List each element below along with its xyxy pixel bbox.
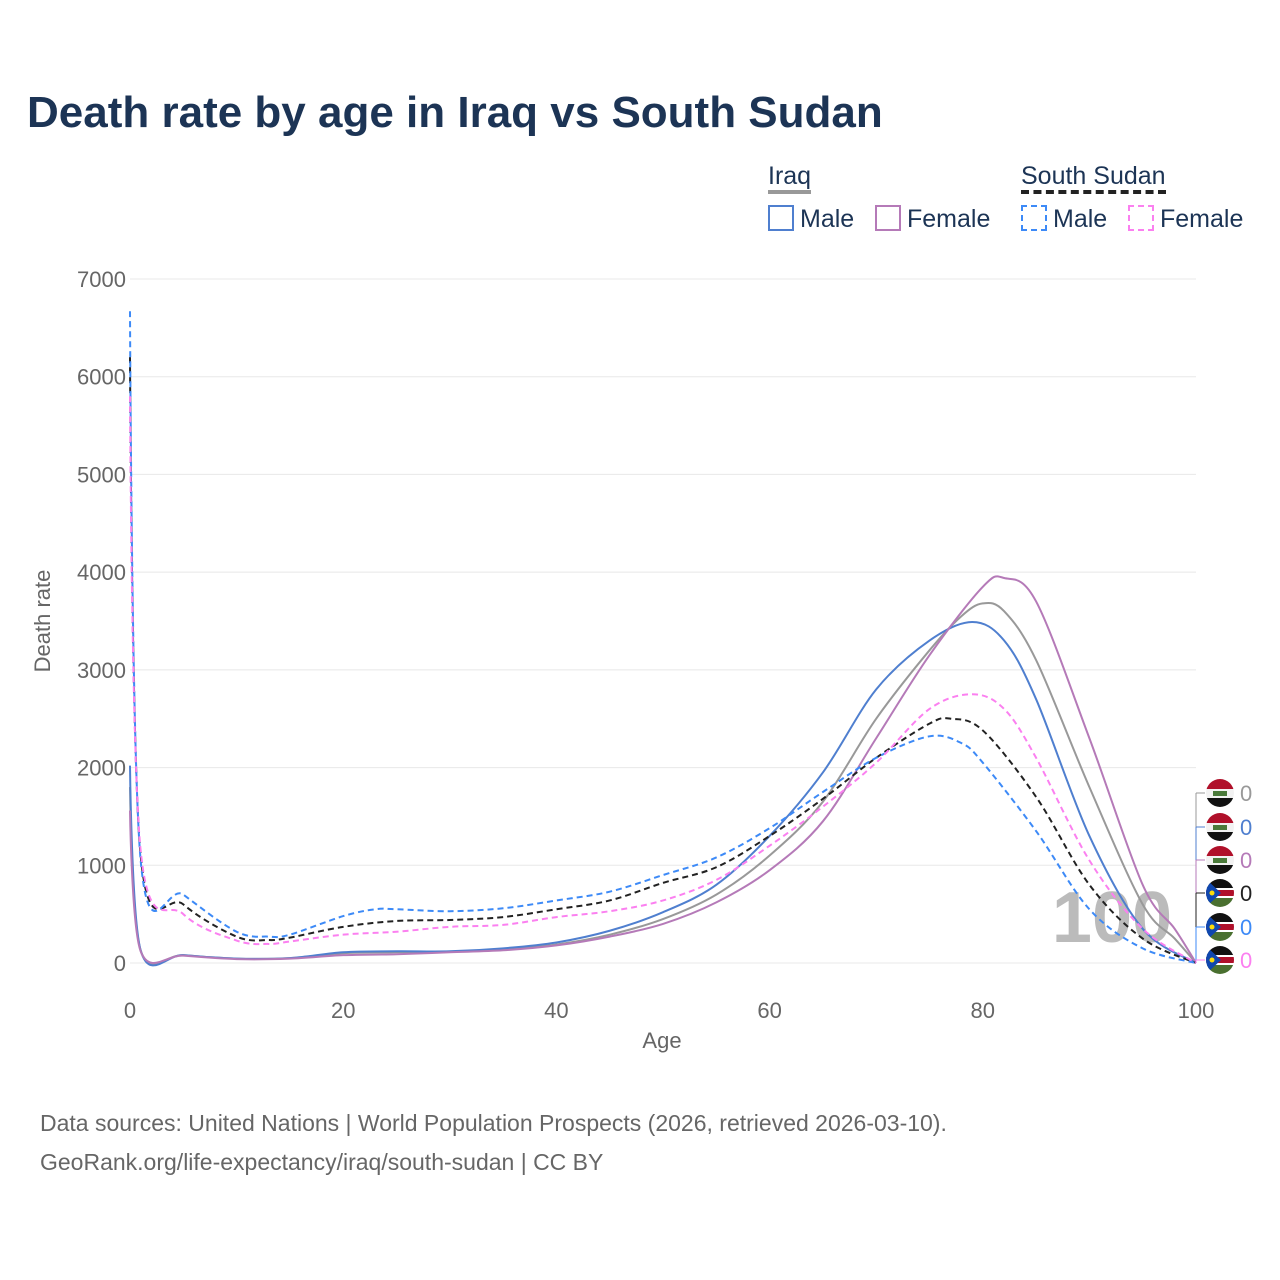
x-tick-label: 40	[544, 998, 568, 1023]
source-text: Data sources: United Nations | World Pop…	[40, 1110, 947, 1136]
x-tick-label: 0	[124, 998, 136, 1023]
legend-swatch	[875, 205, 901, 231]
south-sudan-flag-icon	[1206, 879, 1234, 907]
source-link[interactable]: GeoRank.org/life-expectancy/iraq/south-s…	[40, 1149, 604, 1175]
legend-label: Female	[1160, 205, 1244, 233]
legend-label: Male	[800, 205, 855, 233]
south-sudan-flag-icon	[1206, 946, 1234, 974]
series-line-south-sudan[interactable]	[129, 357, 1197, 964]
x-tick-label: 80	[971, 998, 995, 1023]
y-tick-label: 3000	[77, 658, 126, 683]
age-watermark: 100	[1052, 878, 1172, 958]
legend-label: Female	[907, 205, 991, 233]
iraq-flag-icon	[1206, 813, 1234, 841]
legend-swatch	[1128, 205, 1154, 231]
series-line-south-sudan-male[interactable]	[129, 311, 1197, 964]
legend-swatch	[1021, 205, 1047, 231]
series-line-iraq[interactable]	[129, 601, 1197, 965]
legend-label: Male	[1053, 205, 1108, 233]
legend-group-south-sudan: South Sudan	[1021, 162, 1166, 194]
y-tick-label: 7000	[77, 267, 126, 292]
legend-iraq-male[interactable]: Male	[768, 205, 854, 234]
series-line-iraq-female[interactable]	[129, 575, 1197, 964]
y-tick-label: 5000	[77, 462, 126, 487]
y-axis-label: Death rate	[30, 570, 55, 673]
y-tick-label: 4000	[77, 560, 126, 585]
end-value-label: 0	[1240, 781, 1252, 806]
end-value-label: 0	[1240, 815, 1252, 840]
iraq-flag-icon	[1206, 779, 1234, 807]
end-value-label: 0	[1240, 881, 1252, 906]
end-value-label: 0	[1240, 915, 1252, 940]
y-tick-label: 2000	[77, 756, 126, 781]
series-line-iraq-male[interactable]	[129, 620, 1197, 967]
end-value-label: 0	[1240, 848, 1252, 873]
legend-ss-male[interactable]: Male	[1021, 205, 1107, 234]
chart-title: Death rate by age in Iraq vs South Sudan	[27, 88, 883, 137]
legend-group-iraq: Iraq	[768, 162, 812, 194]
y-tick-label: 6000	[77, 365, 126, 390]
south-sudan-flag-icon	[1206, 913, 1234, 941]
y-tick-label: 1000	[77, 853, 126, 878]
x-tick-label: 20	[331, 998, 355, 1023]
end-value-label: 0	[1240, 948, 1252, 973]
x-axis-label: Age	[642, 1028, 681, 1053]
series-line-south-sudan-female[interactable]	[129, 396, 1197, 964]
x-tick-label: 60	[757, 998, 781, 1023]
legend-iraq-female[interactable]: Female	[875, 205, 990, 234]
legend-ss-female[interactable]: Female	[1128, 205, 1243, 234]
iraq-flag-icon	[1206, 846, 1234, 874]
y-tick-label: 0	[114, 951, 126, 976]
legend-swatch	[768, 205, 794, 231]
x-tick-label: 100	[1178, 998, 1215, 1023]
